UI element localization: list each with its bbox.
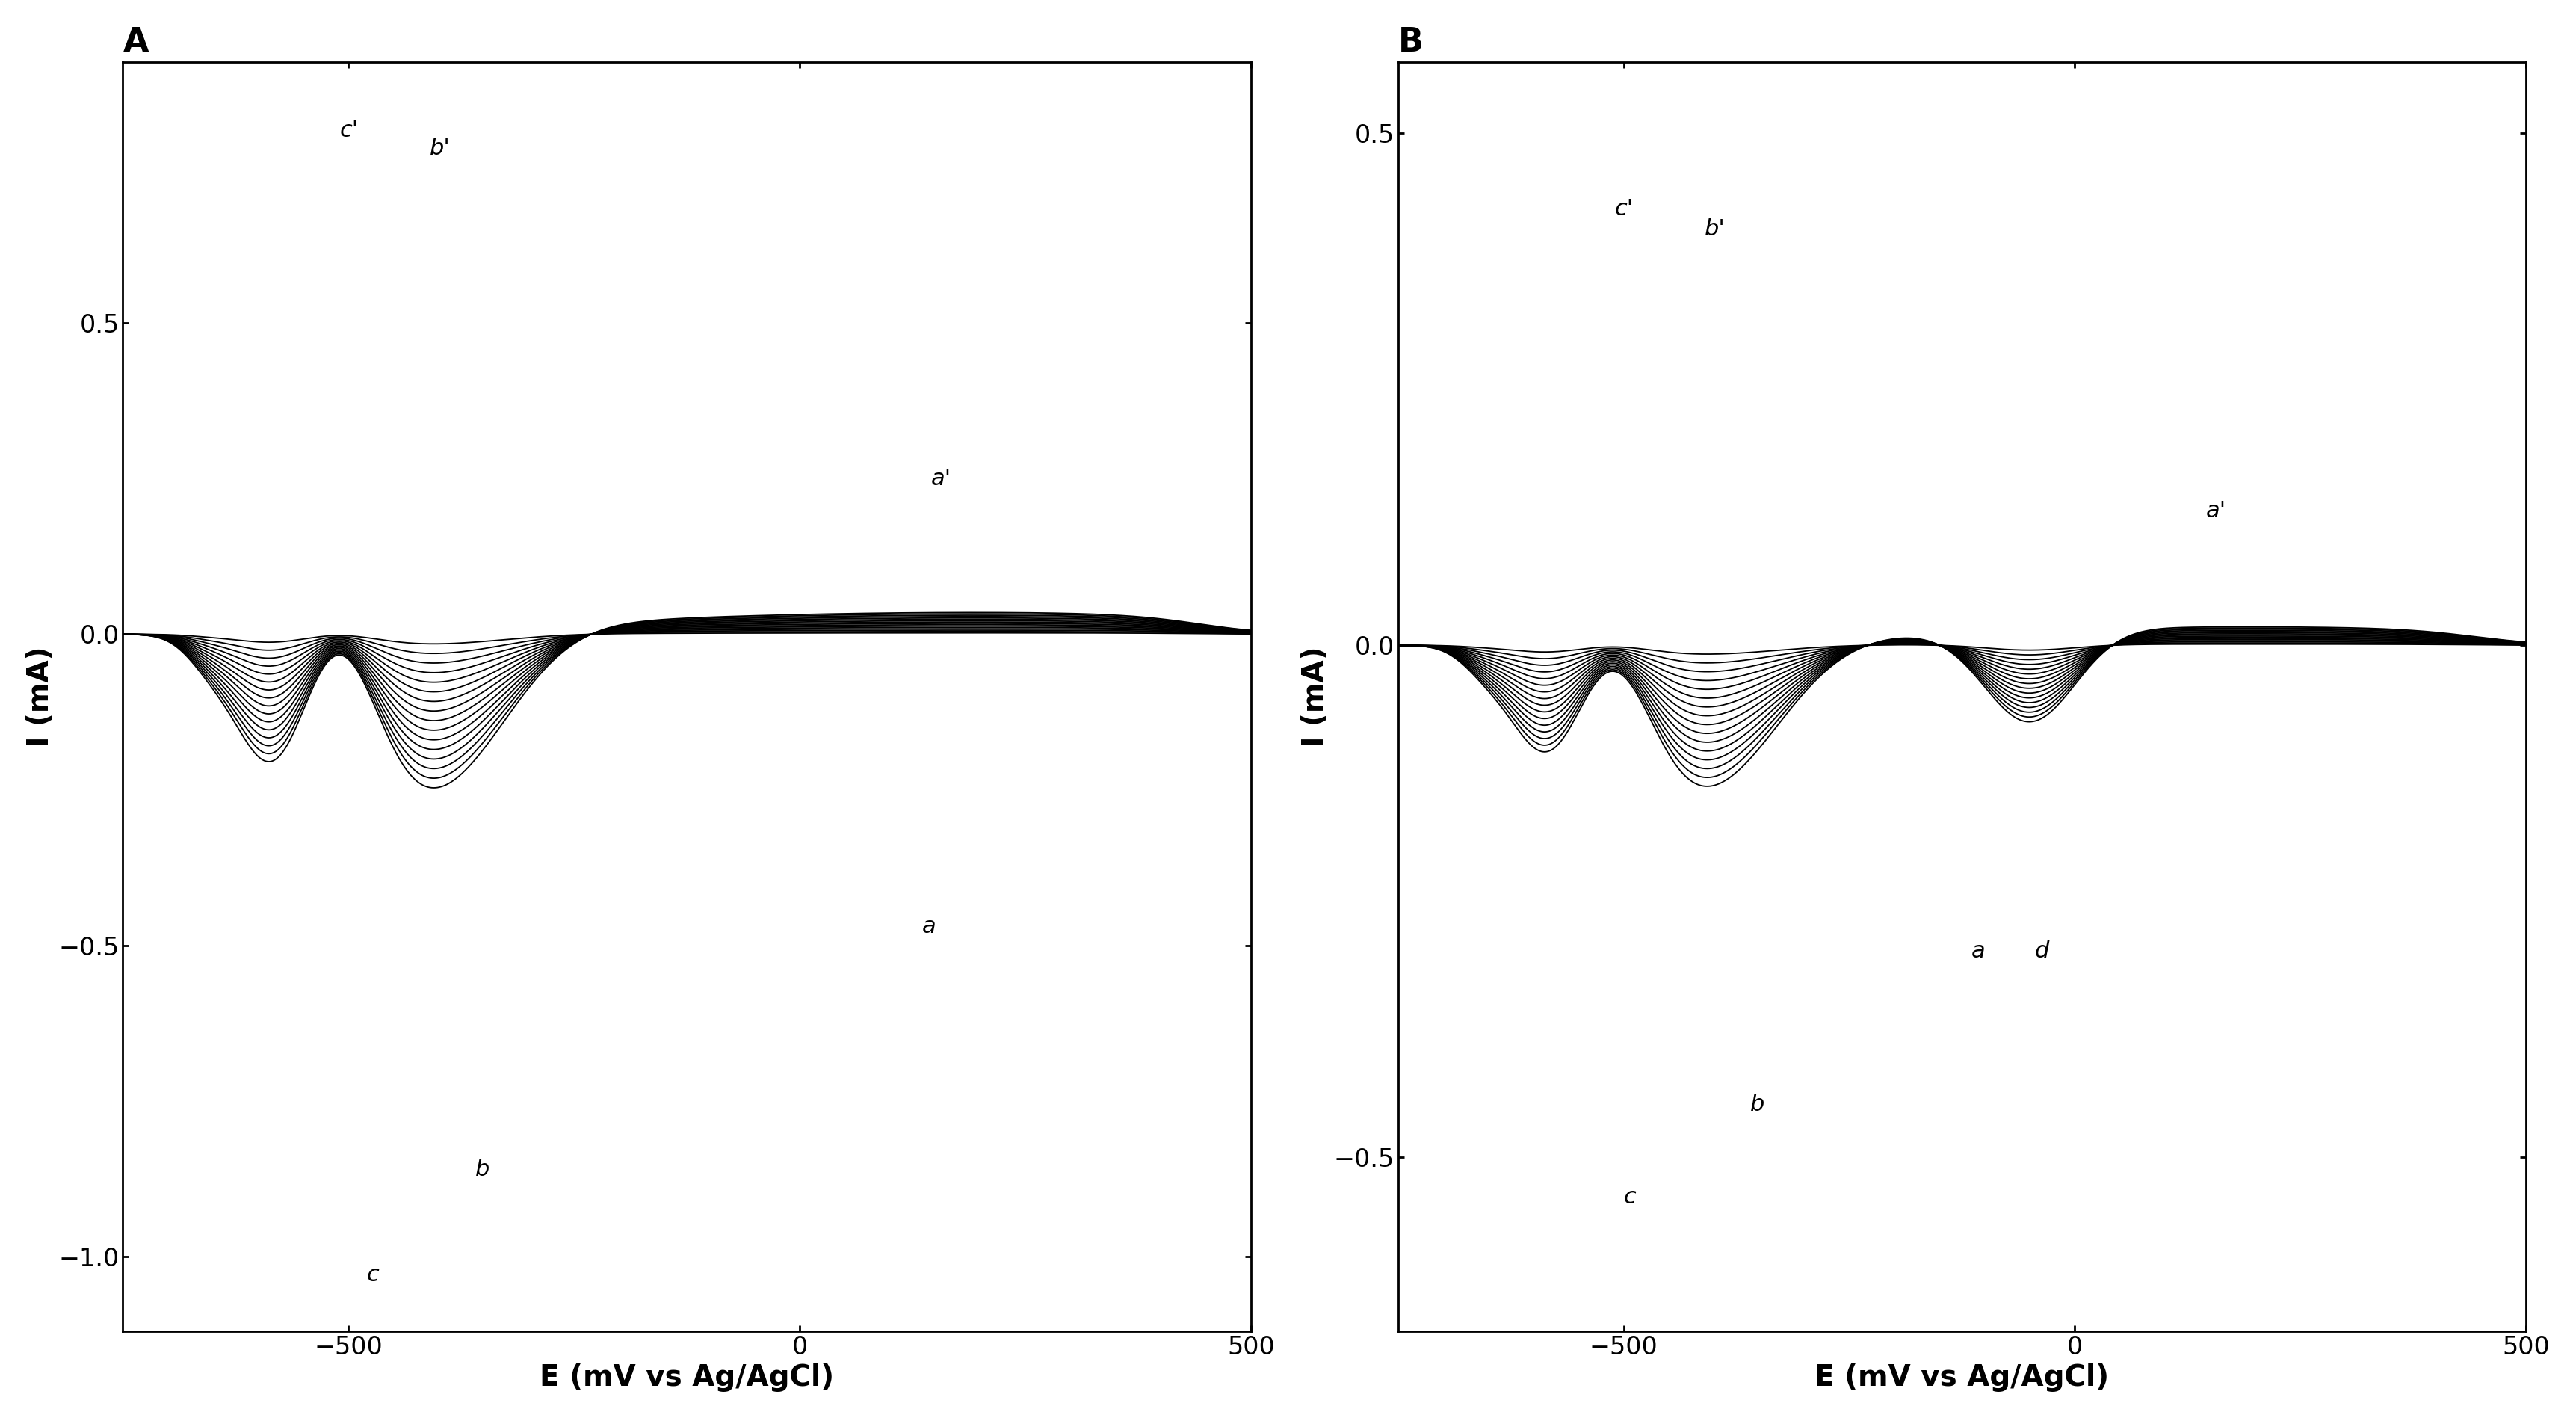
Text: d: d [2035, 940, 2048, 961]
X-axis label: E (mV vs Ag/AgCl): E (mV vs Ag/AgCl) [541, 1364, 835, 1392]
Y-axis label: I (mA): I (mA) [26, 647, 54, 747]
X-axis label: E (mV vs Ag/AgCl): E (mV vs Ag/AgCl) [1814, 1364, 2110, 1392]
Text: c: c [366, 1265, 379, 1286]
Text: b: b [1749, 1093, 1765, 1116]
Text: A: A [124, 26, 149, 58]
Text: a': a' [930, 468, 951, 489]
Text: a': a' [2205, 501, 2226, 522]
Text: c: c [1623, 1185, 1636, 1208]
Text: a: a [1971, 940, 1986, 961]
Text: c': c' [340, 119, 358, 140]
Text: b': b' [1705, 218, 1726, 240]
Y-axis label: I (mA): I (mA) [1301, 647, 1329, 747]
Text: a: a [922, 916, 935, 937]
Text: b: b [474, 1159, 489, 1180]
Text: c': c' [1615, 199, 1633, 220]
Text: B: B [1399, 26, 1425, 58]
Text: b': b' [430, 138, 451, 160]
